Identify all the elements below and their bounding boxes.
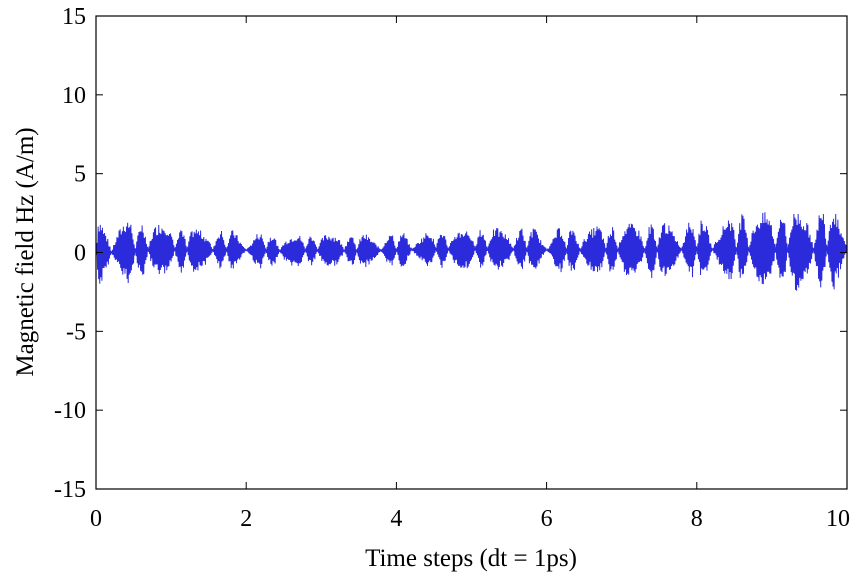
y-tick-label: 10 <box>62 83 86 109</box>
series-line <box>95 212 848 291</box>
x-tick-label: 6 <box>541 506 553 532</box>
x-axis-label: Time steps (dt = 1ps) <box>365 545 577 572</box>
y-axis-label: Magnetic field Hz (A/m) <box>12 127 39 376</box>
x-tick-label: 0 <box>90 506 102 532</box>
y-tick-label: 15 <box>62 4 86 30</box>
y-tick-label: -5 <box>66 319 86 345</box>
y-tick-label: 0 <box>74 241 86 267</box>
y-tick-label: 5 <box>74 162 86 188</box>
x-tick-label: 8 <box>691 506 703 532</box>
tick-layer <box>95 15 848 490</box>
signal-layer <box>95 212 848 291</box>
x-tick-label: 2 <box>240 506 252 532</box>
y-tick-label: -10 <box>54 398 86 424</box>
y-tick-label: -15 <box>54 477 86 503</box>
x-tick-label: 10 <box>826 506 850 532</box>
x-tick-label: 4 <box>390 506 402 532</box>
